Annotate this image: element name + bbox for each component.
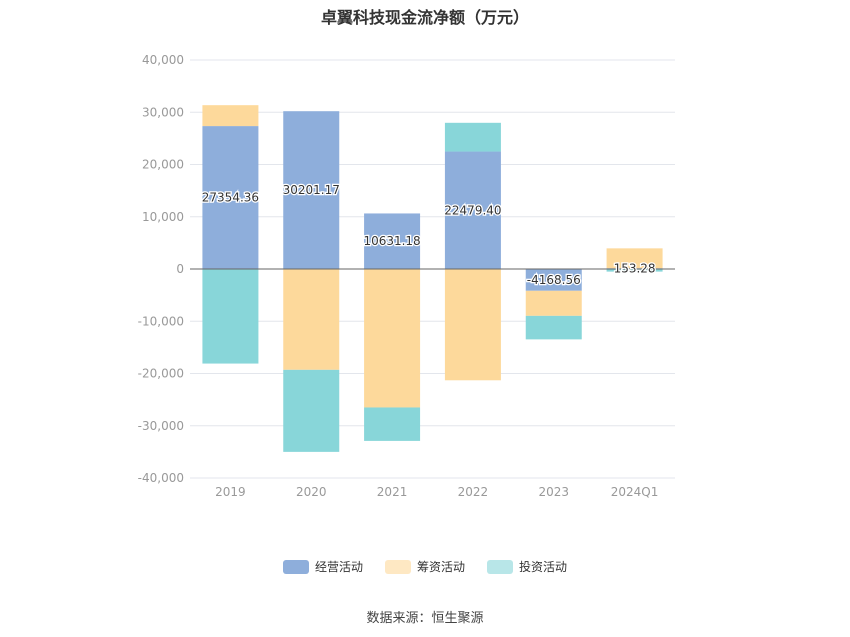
bar-financing [283, 269, 340, 370]
data-label: 30201.17 [283, 183, 340, 197]
legend-swatch-operating [282, 559, 309, 574]
legend-label-financing: 筹资活动 [416, 560, 465, 574]
legend-item-financing[interactable]: 筹资活动 [384, 558, 465, 575]
data-label: -4168.56 [527, 273, 581, 287]
legend-item-investing[interactable]: 投资活动 [487, 558, 567, 575]
legend-swatch-investing [487, 559, 513, 574]
legend-label-operating: 经营活动 [314, 560, 363, 574]
data-label: 10631.18 [363, 234, 420, 248]
legend-swatch-financing [384, 559, 411, 574]
x-tick-label: 2022 [458, 485, 489, 499]
y-tick-label: 20,000 [142, 158, 184, 172]
bar-operating [444, 151, 501, 269]
y-tick-label: -30,000 [138, 419, 184, 433]
bar-investing [606, 269, 663, 272]
x-tick-label: 2023 [538, 485, 569, 499]
source-note: 数据来源：恒生聚源 [366, 611, 484, 626]
y-tick-label: 0 [176, 262, 184, 276]
bar-operating [364, 213, 421, 269]
bar-financing [525, 290, 582, 316]
x-tick-label: 2024Q1 [611, 485, 659, 499]
x-tick-label: 2019 [215, 485, 246, 499]
y-tick-label: -10,000 [138, 314, 184, 328]
y-tick-label: 30,000 [142, 105, 184, 119]
y-tick-label: 40,000 [142, 53, 184, 67]
y-tick-label: 10,000 [142, 210, 184, 224]
bar-operating [202, 126, 259, 269]
bar-operating [283, 111, 340, 269]
bar-investing [525, 315, 582, 340]
bar-financing [202, 105, 259, 127]
bar-investing [283, 369, 340, 452]
bar-financing [606, 248, 663, 269]
data-label: 27354.36 [202, 191, 259, 205]
x-tick-label: 2020 [296, 485, 327, 499]
bar-financing [364, 269, 421, 408]
bar-financing [444, 269, 501, 381]
chart-title: 卓翼科技现金流净额（万元） [320, 8, 529, 27]
y-tick-label: -40,000 [138, 471, 184, 485]
bar-investing [444, 122, 501, 152]
bar-operating [525, 269, 582, 291]
legend-item-operating[interactable]: 经营活动 [282, 558, 363, 575]
data-label: 22479.40 [444, 203, 501, 217]
y-tick-label: -20,000 [138, 367, 184, 381]
bar-investing [364, 407, 421, 441]
data-label: 153.28 [614, 262, 656, 276]
legend: 经营活动 筹资活动 投资活动 [0, 558, 850, 575]
bar-investing [202, 269, 259, 364]
x-tick-label: 2021 [377, 485, 408, 499]
legend-label-investing: 投资活动 [519, 560, 568, 574]
